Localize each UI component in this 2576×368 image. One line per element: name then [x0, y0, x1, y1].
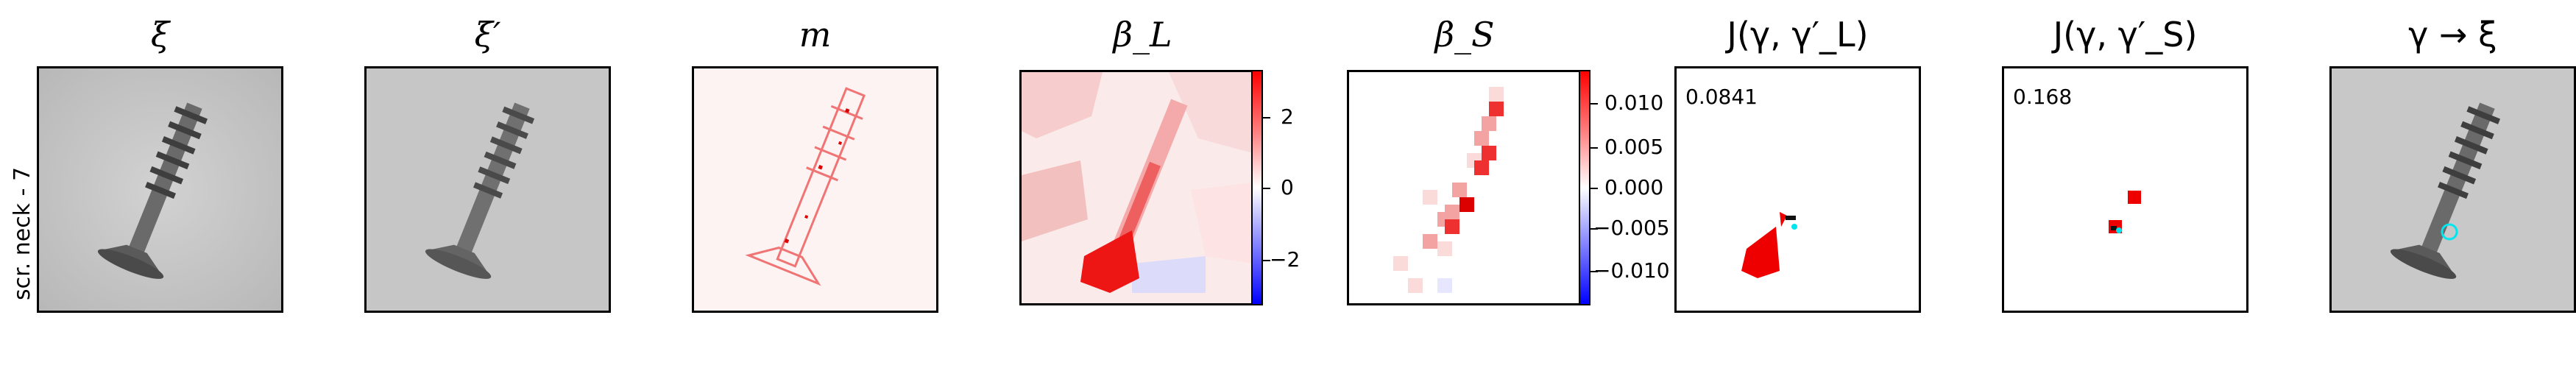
j-s-plot — [2004, 68, 2246, 311]
colorbar-beta-s — [1579, 70, 1590, 305]
cbar-l-tick-2: −2 — [1270, 247, 1301, 272]
mask-heatmap-m — [694, 68, 936, 311]
panel-xi-image — [37, 66, 283, 313]
cbar-s-tickmark — [1590, 147, 1598, 149]
panel-title-gamma-to-xi: γ → ξ — [2408, 15, 2497, 54]
screw-image-xi-prime — [367, 68, 609, 311]
cbar-s-tick-0: 0.010 — [1604, 91, 1664, 115]
cbar-s-tick-4: −0.010 — [1593, 258, 1670, 283]
cbar-l-tickmark — [1263, 117, 1270, 118]
panel-title-beta-s: β_S — [1434, 15, 1495, 54]
panel-title-j-l: J(γ, γ′_L) — [1727, 15, 1869, 54]
panel-j-s-image — [2002, 66, 2248, 313]
panel-title-xi-prime: ξ′ — [474, 15, 501, 54]
panel-beta-s-heatmap — [1347, 70, 1582, 305]
cbar-l-tickmark — [1263, 260, 1270, 261]
cbar-l-tick-1: 0 — [1281, 175, 1294, 199]
panel-j-l-image — [1674, 66, 1921, 313]
panel-title-beta-l: β_L — [1113, 15, 1172, 54]
beta-s-heatmap — [1349, 72, 1580, 303]
cbar-s-tick-1: 0.005 — [1604, 135, 1664, 159]
cbar-s-tickmark — [1590, 188, 1598, 189]
cbar-s-tickmark — [1590, 103, 1598, 105]
cbar-s-tick-3: −0.005 — [1593, 216, 1670, 240]
cbar-l-tickmark — [1263, 188, 1270, 189]
row-label: scr. neck - 7 — [10, 166, 36, 301]
screw-image-xi — [39, 68, 281, 311]
panel-beta-l-heatmap — [1019, 70, 1255, 305]
beta-l-heatmap — [1022, 72, 1253, 303]
panel-m-image — [692, 66, 938, 313]
panel-xi-prime-image — [364, 66, 611, 313]
cbar-s-tickmark — [1590, 271, 1598, 272]
panel-title-j-s: J(γ, γ′_S) — [2053, 15, 2198, 54]
j-s-value: 0.168 — [2013, 85, 2073, 109]
cbar-s-tickmark — [1590, 228, 1598, 230]
screw-image-gamma — [2332, 68, 2574, 311]
panel-title-xi: ξ — [150, 15, 170, 54]
panel-gamma-to-xi-image — [2329, 66, 2576, 313]
j-l-value: 0.0841 — [1685, 85, 1758, 109]
panel-title-m: m — [799, 15, 832, 54]
colorbar-beta-l — [1251, 70, 1263, 305]
cbar-s-tick-2: 0.000 — [1604, 175, 1664, 199]
j-l-plot — [1677, 68, 1919, 311]
cbar-l-tick-0: 2 — [1281, 105, 1294, 129]
cyan-circle-marker-icon — [2441, 223, 2458, 241]
